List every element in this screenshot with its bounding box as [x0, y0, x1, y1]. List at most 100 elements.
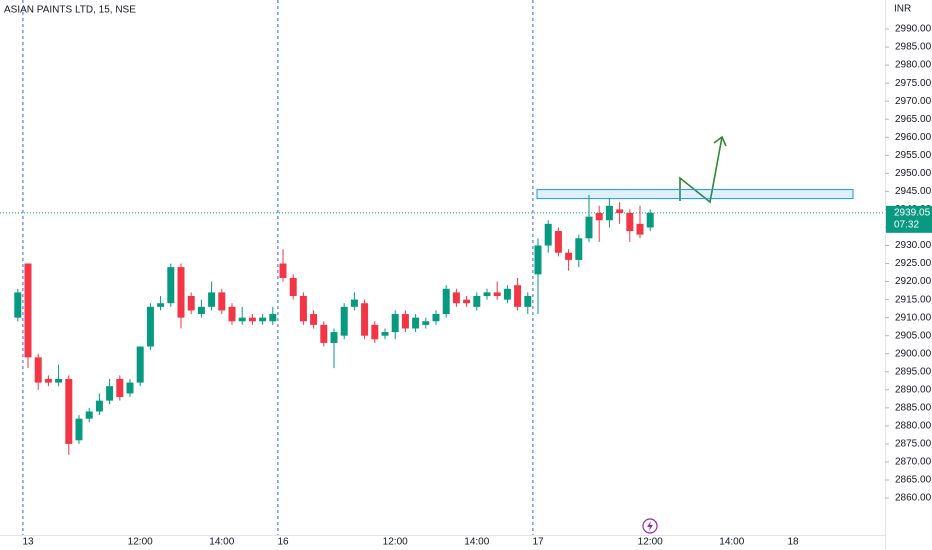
- candle-body: [34, 357, 42, 383]
- candle-body: [218, 292, 226, 311]
- x-tick-label: 12:00: [128, 537, 153, 548]
- candle-body: [575, 238, 583, 260]
- candle-body: [401, 314, 409, 329]
- candle-body: [381, 332, 389, 336]
- candle-body: [197, 306, 205, 315]
- candle-body: [473, 296, 481, 307]
- x-tick-label: 14:00: [464, 537, 489, 548]
- y-tick-label: 2895.00: [895, 366, 932, 377]
- y-tick-label: 2910.00: [895, 312, 932, 323]
- candle-body: [116, 378, 124, 398]
- candle-body: [279, 263, 287, 278]
- y-tick-label: 2870.00: [895, 457, 932, 468]
- candle-body: [646, 212, 654, 228]
- candle-body: [605, 205, 613, 221]
- candle-body: [350, 299, 358, 307]
- candle-body: [452, 292, 460, 304]
- y-tick-label: 2900.00: [895, 348, 932, 359]
- candle-body: [320, 324, 328, 343]
- candle-body: [167, 267, 175, 304]
- candle-body: [55, 378, 63, 383]
- candle-body: [44, 378, 52, 383]
- candle-body: [75, 418, 83, 441]
- candle-body: [483, 292, 491, 297]
- candle-body: [626, 213, 634, 232]
- candle-body: [412, 317, 420, 329]
- x-tick-label: 12:00: [638, 537, 663, 548]
- candle-body: [544, 223, 552, 246]
- y-tick-label: 2970.00: [895, 96, 932, 107]
- candle-body: [391, 314, 399, 333]
- candle-body: [585, 216, 593, 239]
- candle-body: [24, 263, 32, 358]
- candle-body: [554, 231, 562, 253]
- y-tick-label: 2890.00: [895, 384, 932, 395]
- y-tick-label: 2925.00: [895, 258, 932, 269]
- candle-body: [289, 277, 297, 297]
- candle-body: [493, 292, 501, 297]
- candle-body: [269, 314, 277, 322]
- y-tick-label: 2980.00: [895, 60, 932, 71]
- y-tick-label: 2860.00: [895, 493, 932, 504]
- candle-body: [310, 314, 318, 325]
- x-tick-label: 17: [532, 537, 544, 548]
- x-tick-label: 13: [22, 537, 34, 548]
- y-tick-label: 2880.00: [895, 421, 932, 432]
- candle-body: [177, 267, 185, 318]
- candle-body: [208, 292, 216, 307]
- candle-body: [187, 296, 195, 311]
- y-tick-label: 2955.00: [895, 150, 932, 161]
- icon-bolt: [647, 521, 653, 531]
- y-tick-label: 2920.00: [895, 276, 932, 287]
- drawn-arrow-head: [713, 135, 727, 147]
- y-tick-label: 2885.00: [895, 402, 932, 413]
- candle-body: [371, 324, 379, 340]
- candle-body: [442, 288, 450, 315]
- last-price-badge: [886, 205, 932, 233]
- candle-body: [14, 292, 22, 318]
- candle-body: [146, 306, 154, 347]
- x-tick-label: 14:00: [719, 537, 744, 548]
- candle-body: [514, 285, 522, 307]
- last-price-label: 2939.05: [894, 207, 931, 218]
- candle-body: [463, 299, 471, 304]
- candle-body: [636, 223, 644, 235]
- candle-body: [228, 306, 236, 322]
- y-tick-label: 2905.00: [895, 330, 932, 341]
- x-tick-label: 12:00: [383, 537, 408, 548]
- chart-title: ASIAN PAINTS LTD, 15, NSE: [4, 5, 136, 16]
- resistance-zone: [536, 189, 854, 200]
- y-tick-label: 2950.00: [895, 168, 932, 179]
- candle-body: [248, 317, 256, 322]
- candle-body: [136, 346, 144, 383]
- candle-body: [524, 296, 532, 307]
- candle-body: [299, 296, 307, 322]
- candle-body: [422, 321, 430, 325]
- candle-body: [432, 314, 440, 322]
- candle-body: [65, 378, 73, 444]
- y-tick-label: 2945.00: [895, 186, 932, 197]
- candle-body: [157, 303, 165, 307]
- candle-body: [616, 209, 624, 214]
- replay-icon[interactable]: [642, 518, 658, 534]
- candle-body: [238, 317, 246, 322]
- x-tick-label: 16: [277, 537, 289, 548]
- candle-body: [361, 303, 369, 336]
- candle-body: [595, 213, 603, 221]
- candle-body: [534, 245, 542, 275]
- y-tick-label: 2915.00: [895, 294, 932, 305]
- candle-body: [95, 400, 103, 412]
- y-tick-label: 2865.00: [895, 475, 932, 486]
- candle-body: [330, 332, 338, 343]
- y-tick-label: 2875.00: [895, 439, 932, 450]
- x-tick-label: 18: [787, 537, 799, 548]
- candle-body: [126, 382, 134, 394]
- x-tick-label: 14:00: [209, 537, 234, 548]
- candle-body: [503, 288, 511, 300]
- y-tick-label: 2965.00: [895, 114, 932, 125]
- countdown-label: 07:32: [894, 219, 919, 230]
- y-tick-label: 2985.00: [895, 42, 932, 53]
- candle-body: [340, 306, 348, 336]
